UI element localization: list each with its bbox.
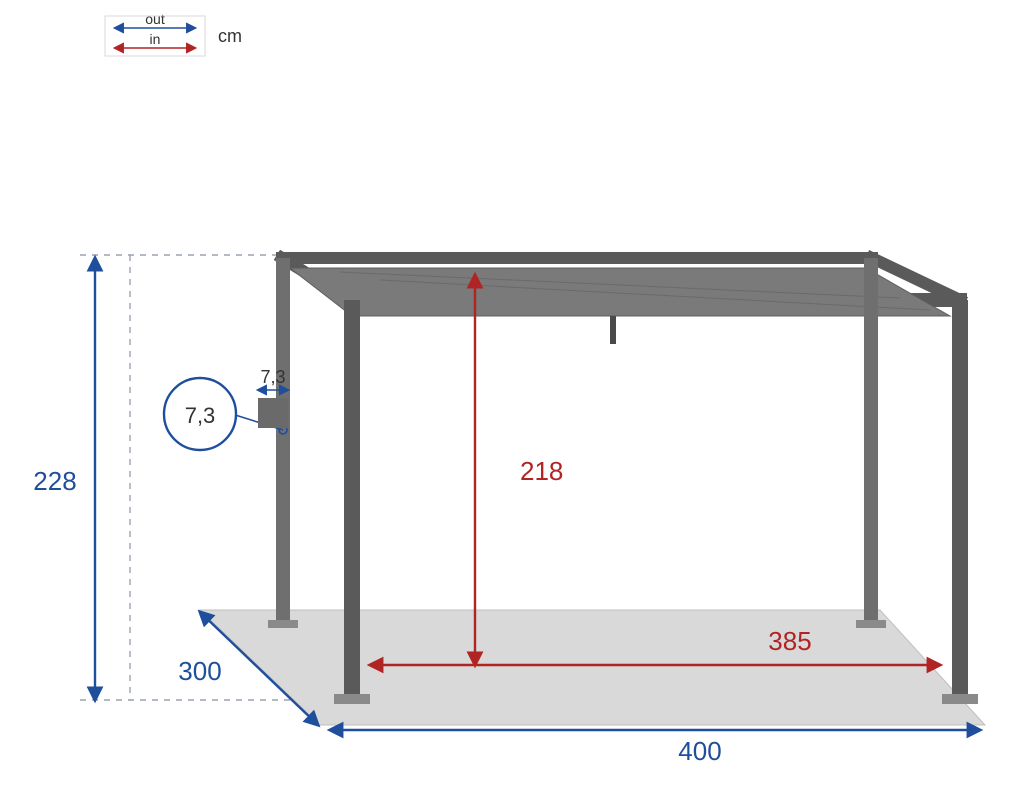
post-back-left [276,258,290,626]
label-inner-height: 218 [520,456,563,486]
post-swatch [258,398,288,428]
label-post-size-top: 7,3 [260,367,285,387]
label-post-size: 7,3 [185,403,216,428]
dim-outer-width: 400 [330,730,980,766]
legend-out-label: out [145,11,165,27]
post-callout: 7,3 7,3 [164,367,288,450]
label-depth: 300 [178,656,221,686]
label-inner-width: 385 [768,626,811,656]
dim-outer-height: 228 [33,258,95,700]
legend: out in cm [105,11,242,56]
legend-unit: cm [218,26,242,46]
canopy [290,268,950,316]
label-outer-width: 400 [678,736,721,766]
label-outer-height: 228 [33,466,76,496]
canopy-pull [610,316,616,344]
legend-in-label: in [150,31,161,47]
post-front-right [952,300,968,700]
post-front-left [344,300,360,700]
dim-inner-height: 218 [475,275,563,665]
post-back-right [864,258,878,626]
